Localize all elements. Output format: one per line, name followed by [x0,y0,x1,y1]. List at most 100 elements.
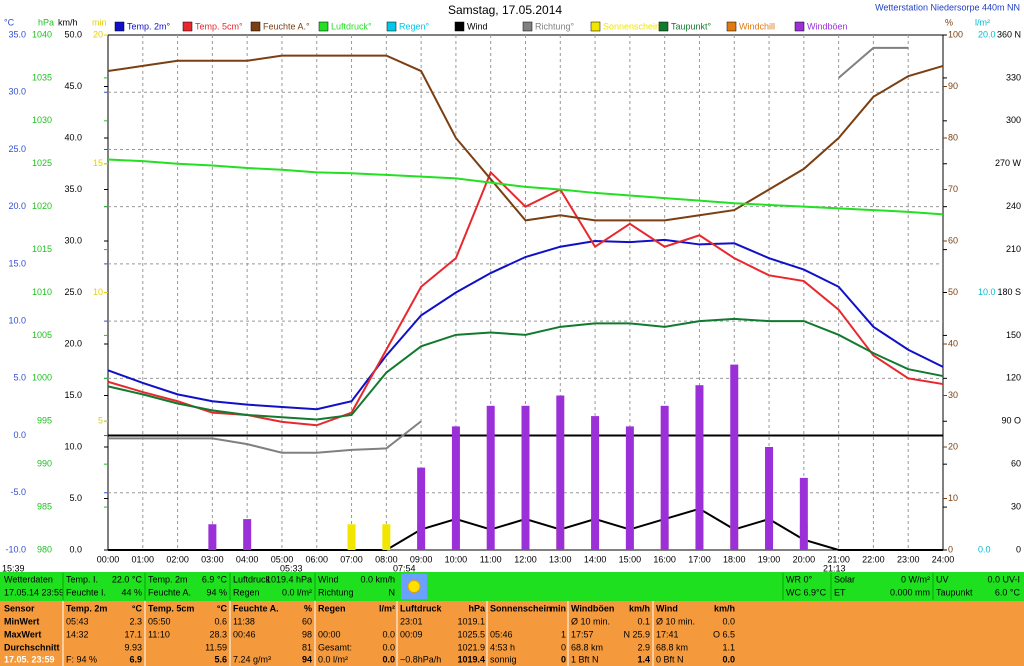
y-tick-label: 30 [1011,501,1021,511]
cell-note: 68.8 km [571,642,603,652]
cell-note: 68.8 km [656,642,688,652]
status-label: Temp. I. [66,574,98,584]
column-header: Temp. 2m [66,603,107,613]
status-value: 0.0 UV-I [987,574,1020,584]
y-tick-label: 30.0 [8,87,26,97]
cell-note: sonnig [490,654,517,664]
cell-note: 1 Bft N [571,654,599,664]
status-label: Feuchte I. [66,587,106,597]
status-label: ET [834,587,846,597]
status-bar [0,572,1024,601]
cell-note: Ø 10 min. [656,616,695,626]
y-tick-label: -5.0 [10,487,26,497]
y-tick-label: 40 [948,338,958,348]
x-tick-label: 07:00 [340,554,363,564]
y-tick-label: 80 [948,132,958,142]
sun-icon [407,580,421,593]
cell-value: O 6.5 [713,629,735,639]
status-label: Wind [318,574,339,584]
axis-unit: °C [4,17,15,27]
cell-note: 0.0 l/m² [318,654,348,664]
legend-label: Windchill [739,21,775,31]
axis-unit: min [92,17,107,27]
y-tick-label: 995 [37,416,52,426]
y-tick-label: 300 [1006,115,1021,125]
y-tick-label: 0.0 [13,430,26,440]
legend-swatch [386,21,397,32]
column-unit: hPa [468,603,486,613]
column-header: Temp. 5cm [148,603,194,613]
y-tick-label: 330 [1006,72,1021,82]
cell-value: 0.1 [637,616,650,626]
y-tick-label: 10 [948,493,958,503]
cell-value: 60 [302,616,312,626]
cell-note: 11:10 [148,629,170,639]
y-tick-label: 985 [37,501,52,511]
y-tick-label: 990 [37,459,52,469]
status-label: 17.05.14 23:59 [4,587,64,597]
bar [451,426,460,550]
y-tick-label: 20 [93,29,103,39]
row-label: MinWert [4,616,39,626]
row-label: 17.05. 23:59 [4,654,55,664]
status-value: 6.0 °C [995,587,1021,597]
cell-note: Ø 10 min. [571,616,610,626]
legend-swatch [318,21,329,32]
legend-label: Feuchte A.° [263,21,310,31]
row-label: Sensor [4,603,35,613]
cell-value: 1019.4 [457,654,485,664]
column-unit: % [304,603,312,613]
x-tick-label: 11:00 [480,554,502,564]
station-name: Wetterstation Niedersorpe 440m NN [875,2,1020,12]
y-tick-label: 210 [1006,244,1021,254]
cell-value: 81 [302,642,312,652]
x-tick-label: 00:00 [97,554,120,564]
y-tick-label: 10 [93,287,103,297]
legend-swatch [522,21,533,32]
legend-swatch [726,21,737,32]
status-value: 0.0 l/m² [282,587,312,597]
status-value: 22.0 °C [112,574,143,584]
legend-swatch [658,21,669,32]
axis-unit: l/m² [975,17,990,27]
cell-value: 98 [302,629,312,639]
y-tick-label: 360 N [997,29,1021,39]
cell-value: 11.59 [205,642,227,652]
sun-annotation: 05:33 [280,563,303,573]
bar [208,524,217,550]
status-label: Regen [233,587,260,597]
status-label: WC 6.9°C [786,587,827,597]
cell-value: 1.4 [637,654,650,664]
y-tick-label: 0.0 [978,544,991,554]
x-tick-label: 04:00 [236,554,259,564]
cell-value: 1.1 [722,642,735,652]
cell-note: 4:53 h [490,642,515,652]
x-tick-label: 10:00 [445,554,468,564]
cell-note: Gesamt: [318,642,352,652]
bar [625,426,634,550]
cell-note: 17:57 [571,629,594,639]
y-tick-label: 40.0 [64,132,82,142]
cell-note: 05:50 [148,616,171,626]
legend-swatch [454,21,465,32]
y-tick-label: 90 O [1001,416,1021,426]
cell-note: 00:46 [233,629,256,639]
legend-label: Wind [467,21,488,31]
legend-swatch [590,21,601,32]
cell-value: 1 [561,629,566,639]
series-line [107,238,944,411]
cell-note: 0 Bft N [656,654,684,664]
cell-value: 9.93 [124,642,142,652]
bar [765,447,774,550]
axis-unit: km/h [58,17,78,27]
status-label: Richtung [318,587,354,597]
y-tick-label: 240 [1006,201,1021,211]
y-tick-label: 100 [948,29,963,39]
column-unit: °C [132,603,143,613]
cell-note: 00:00 [318,629,341,639]
x-tick-label: 01:00 [132,554,155,564]
y-tick-label: 1035 [32,72,52,82]
bar [347,524,356,550]
y-tick-label: 0 [948,544,953,554]
y-tick-label: 5.0 [69,493,82,503]
